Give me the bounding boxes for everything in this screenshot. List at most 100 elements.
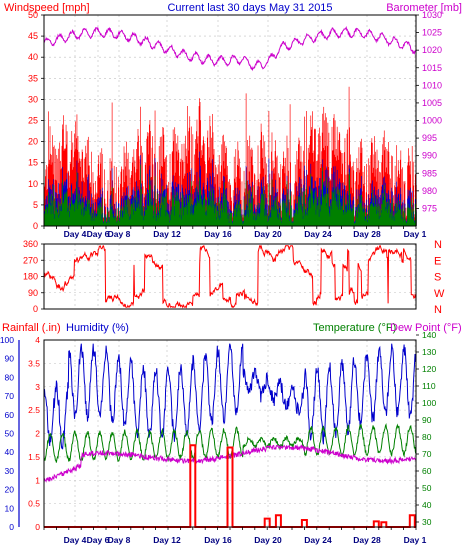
wind-day-label: Day 6 [87, 229, 110, 239]
rainfall-axis-title: Rainfall (.in) [2, 322, 61, 334]
wind-day-label: Day 24 [304, 229, 332, 239]
windspeed-axis-title: Windspeed [mph] [4, 2, 90, 14]
temperature-tick-label: 70 [422, 449, 432, 459]
temperature-tick-label: 120 [422, 364, 436, 374]
humidity-tick-label: 40 [5, 447, 15, 457]
windlow-series [44, 164, 417, 226]
compass-label: E [434, 255, 441, 267]
rainfall-tick-label: 1 [35, 475, 40, 485]
rainfall-tick-label: 0 [35, 522, 40, 532]
compass-label: W [434, 288, 445, 300]
wind-day-label: Day 20 [254, 229, 282, 239]
wind-day-label: Day 28 [353, 229, 381, 239]
barometer-tick-label: 1025 [422, 28, 442, 38]
barometer-tick-label: 1015 [422, 63, 442, 73]
humidity-tick-label: 90 [5, 354, 15, 364]
barometer-tick-label: 995 [422, 133, 437, 143]
direction-tick-label: 180 [23, 272, 38, 282]
wind-tick-label: 25 [28, 116, 38, 126]
humidity-tick-label: 20 [5, 485, 15, 495]
rain-day-label: Day 1 [404, 535, 427, 545]
humidity-series [43, 343, 417, 450]
wind-day-label: Day 16 [204, 229, 232, 239]
compass-label: N [434, 304, 442, 316]
wind-tick-label: 10 [28, 179, 38, 189]
rainfall-tick-label: 1.5 [28, 452, 40, 462]
temperature-tick-label: 140 [422, 330, 436, 340]
wind-tick-label: 30 [28, 94, 38, 104]
wind-day-label: Day 8 [108, 229, 131, 239]
humidity-tick-label: 80 [5, 372, 15, 382]
humidity-tick-label: 10 [5, 503, 15, 513]
wind-tick-label: 50 [28, 10, 38, 20]
rain-day-label: Day 28 [353, 535, 381, 545]
compass-label: N [434, 239, 442, 251]
humidity-tick-label: 70 [5, 391, 15, 401]
humidity-tick-label: 60 [5, 410, 15, 420]
barometer-tick-label: 980 [422, 186, 437, 196]
rain-day-label: Day 20 [254, 535, 282, 545]
rain-day-label: Day 6 [87, 535, 110, 545]
temperature-tick-label: 50 [422, 483, 432, 493]
rainfall-tick-label: 3.5 [28, 358, 40, 368]
rain-day-label: Day 24 [304, 535, 332, 545]
rain-day-label: Day 4 [64, 535, 87, 545]
dewpoint-series [43, 444, 417, 484]
rainfall-tick-label: 0.5 [28, 499, 40, 509]
dewpoint-axis-title: Dew Point (°F) [390, 322, 462, 334]
direction-panel-frame [43, 243, 417, 310]
barometer-tick-label: 1010 [422, 80, 442, 90]
wind-tick-label: 5 [33, 200, 38, 210]
rainfall-tick-label: 4 [35, 335, 40, 345]
barometer-tick-label: 1000 [422, 116, 442, 126]
barometer-tick-label: 975 [422, 203, 437, 213]
wind-tick-label: 15 [28, 158, 38, 168]
direction-tick-label: 90 [28, 288, 38, 298]
barometer-tick-label: 1030 [422, 10, 442, 20]
rainfall-tick-label: 2.5 [28, 405, 40, 415]
barometer-tick-label: 990 [422, 151, 437, 161]
temperature-tick-label: 60 [422, 466, 432, 476]
barometer-tick-label: 1020 [422, 45, 442, 55]
wind-day-label: Day 1 [404, 229, 427, 239]
wind-tick-label: 40 [28, 52, 38, 62]
humidity-tick-label: 50 [5, 429, 15, 439]
temperature-axis-title: Temperature (°F) [313, 322, 396, 334]
chart-panels: 0510152025303540455097598098599099510001… [0, 10, 445, 545]
wind-tick-label: 45 [28, 31, 38, 41]
temperature-tick-label: 40 [422, 500, 432, 510]
chart-title: Current last 30 days May 31 2015 [167, 2, 332, 14]
temperature-tick-label: 130 [422, 347, 436, 357]
rainfall-tick-label: 3 [35, 382, 40, 392]
temperature-tick-label: 90 [422, 415, 432, 425]
rain-day-label: Day 12 [153, 535, 181, 545]
compass-label: S [434, 272, 441, 284]
wind-tick-label: 20 [28, 137, 38, 147]
barometer-tick-label: 985 [422, 168, 437, 178]
direction-tick-label: 0 [33, 304, 38, 314]
humidity-tick-label: 0 [9, 522, 14, 532]
temperature-tick-label: 110 [422, 381, 436, 391]
barometer-axis-title: Barometer [mb] [386, 2, 462, 14]
wind-day-label: Day 4 [64, 229, 87, 239]
humidity-tick-label: 30 [5, 466, 15, 476]
direction-tick-label: 270 [23, 255, 38, 265]
humidity-axis-title: Humidity (%) [66, 322, 129, 334]
temperature-tick-label: 80 [422, 432, 432, 442]
rain-day-label: Day 16 [204, 535, 232, 545]
temperature-tick-label: 100 [422, 398, 436, 408]
humidity-tick-label: 100 [0, 335, 14, 345]
wind-tick-label: 0 [33, 221, 38, 231]
wind-day-label: Day 12 [153, 229, 181, 239]
windlow-series-bars [44, 164, 417, 226]
temperature-tick-label: 30 [422, 517, 432, 527]
direction-tick-label: 360 [23, 239, 38, 249]
barometer-series [43, 26, 417, 72]
wind-tick-label: 35 [28, 73, 38, 83]
wind-direction-series [43, 244, 417, 309]
rain-day-label: Day 8 [108, 535, 131, 545]
temperature-series [43, 423, 417, 463]
rainfall-tick-label: 2 [35, 429, 40, 439]
